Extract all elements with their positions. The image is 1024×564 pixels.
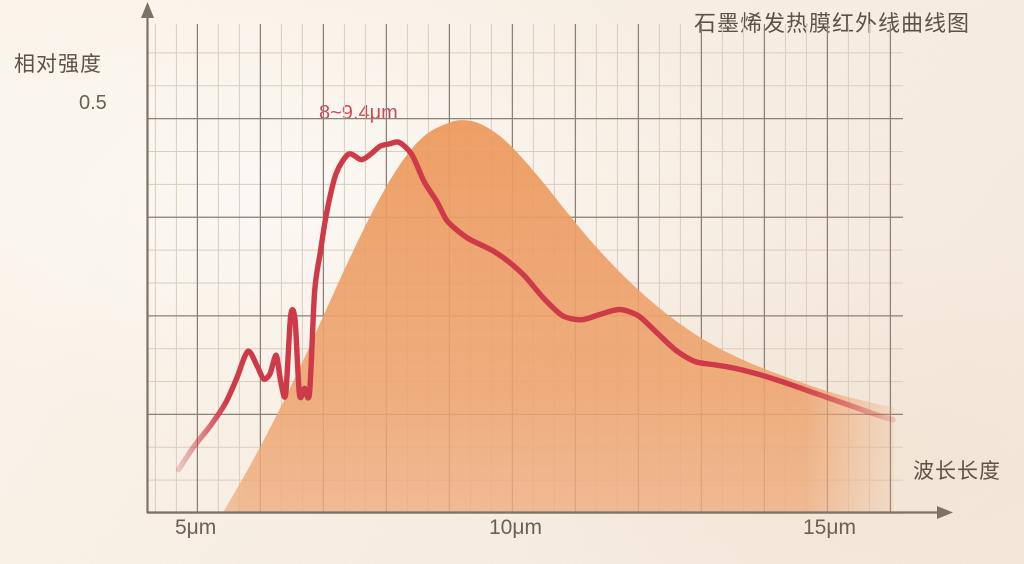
x-axis-tick-0: 5μm [175, 516, 217, 539]
x-axis-label: 波长长度 [913, 460, 1001, 483]
x-axis-tick-1: 10μm [489, 516, 542, 539]
y-axis-arrowhead [141, 2, 154, 18]
chart-svg [147, 24, 903, 514]
y-axis-tick-0: 0.5 [79, 92, 107, 114]
plot-area [141, 2, 953, 519]
y-axis-label: 相对强度 [14, 53, 102, 76]
x-axis-tick-2: 15μm [803, 516, 856, 539]
x-axis-arrowhead [937, 506, 953, 519]
chart-title: 石墨烯发热膜红外线曲线图 [693, 11, 970, 36]
blackbody-envelope-area [222, 120, 894, 514]
infrared-curve-line [175, 139, 897, 473]
